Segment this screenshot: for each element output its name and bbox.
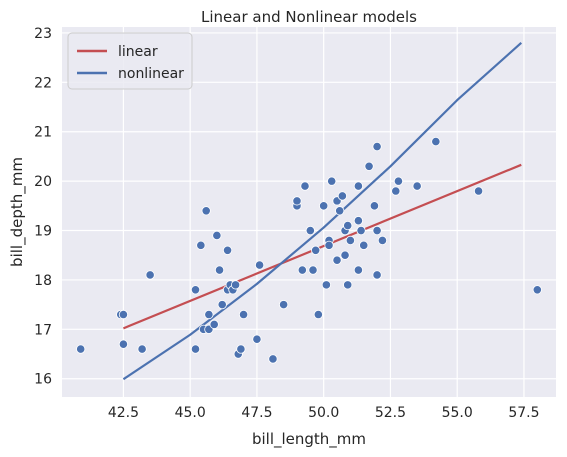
data-point (255, 260, 265, 270)
legend-label: nonlinear (118, 66, 184, 82)
series-lines (122, 41, 523, 381)
y-tick-label: 20 (34, 174, 52, 190)
data-point (118, 339, 129, 349)
legend-label: linear (118, 44, 158, 60)
y-tick-label: 23 (34, 26, 52, 42)
data-point (319, 201, 329, 211)
y-tick-labels: 16 17 18 19 20 21 22 23 (34, 26, 52, 388)
x-tick-labels: 42.5 45.0 47.5 50.0 52.5 55.0 57.5 (108, 405, 540, 421)
data-point (201, 206, 211, 216)
data-point (209, 319, 219, 329)
data-point (335, 206, 345, 216)
data-point (313, 309, 323, 320)
legend-box (67, 32, 193, 90)
data-point (356, 225, 366, 236)
data-point (118, 309, 129, 320)
data-point (214, 265, 225, 275)
data-point (76, 344, 86, 354)
data-point (236, 344, 246, 354)
data-point (372, 270, 382, 280)
data-point (343, 220, 353, 231)
data-point (377, 235, 388, 246)
y-tick-label: 19 (34, 224, 52, 240)
data-point (297, 265, 307, 275)
scatter-points (76, 137, 542, 364)
data-point (343, 280, 353, 290)
data-point (217, 300, 227, 310)
data-point (327, 176, 337, 186)
data-point (279, 300, 289, 310)
data-point (353, 216, 363, 226)
data-point (359, 240, 369, 250)
data-point (308, 265, 318, 275)
data-point (196, 240, 206, 250)
data-point (364, 161, 374, 171)
data-point (369, 201, 380, 211)
chart-title: Linear and Nonlinear models (201, 8, 417, 26)
x-tick-label: 45.0 (175, 405, 206, 421)
data-point (292, 196, 302, 206)
data-point (431, 137, 441, 147)
x-tick-label: 50.0 (308, 405, 339, 421)
data-point (222, 245, 233, 255)
data-point (212, 230, 222, 241)
data-point (337, 191, 347, 201)
y-tick-label: 17 (34, 322, 52, 338)
x-tick-label: 57.5 (508, 405, 539, 421)
data-point (268, 354, 278, 364)
legend: linear nonlinear (67, 32, 193, 90)
data-point (345, 235, 355, 246)
x-tick-label: 42.5 (108, 405, 139, 421)
data-point (321, 280, 331, 290)
data-point (340, 250, 350, 260)
data-point (204, 309, 214, 320)
y-tick-label: 21 (34, 125, 52, 141)
data-point (393, 176, 404, 186)
y-tick-label: 22 (34, 75, 52, 91)
data-point (372, 141, 382, 152)
data-point (353, 181, 363, 191)
data-point (391, 186, 401, 196)
data-point (145, 270, 155, 280)
data-point (190, 285, 201, 295)
data-point (190, 344, 201, 354)
y-axis-label: bill_depth_mm (8, 157, 27, 267)
data-point (332, 255, 342, 265)
data-point (324, 240, 334, 250)
x-tick-label: 47.5 (241, 405, 272, 421)
data-point (305, 225, 315, 236)
data-point (311, 245, 321, 255)
data-point (137, 344, 147, 354)
x-tick-label: 52.5 (375, 405, 406, 421)
linear-series-line (122, 163, 522, 330)
y-tick-label: 16 (34, 372, 52, 388)
y-tick-label: 18 (34, 273, 52, 289)
data-point (230, 280, 241, 290)
nonlinear-series-line (122, 41, 523, 381)
x-axis-label: bill_length_mm (252, 430, 366, 449)
data-point (372, 225, 382, 236)
data-point (353, 265, 363, 275)
data-point (473, 186, 484, 196)
x-tick-label: 55.0 (442, 405, 473, 421)
data-point (252, 334, 262, 344)
data-point (300, 181, 310, 191)
data-point (412, 181, 422, 191)
data-point (532, 285, 542, 295)
data-point (238, 309, 249, 320)
